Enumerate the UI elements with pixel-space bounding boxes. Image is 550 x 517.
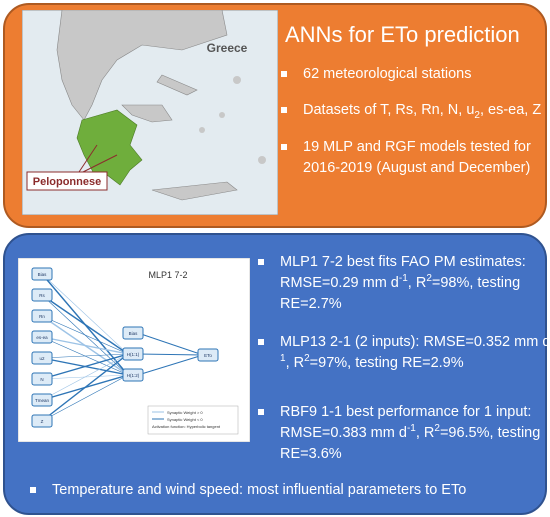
footer: Temperature and wind speed: most influen… <box>30 482 466 498</box>
legend-box <box>147 405 239 435</box>
region-box <box>26 171 108 191</box>
bullet-text: 62 meteorological stations <box>303 66 472 82</box>
bullet-text: RBF9 1-1 best performance for 1 input: R… <box>280 404 532 441</box>
node-label: Bias <box>129 331 139 336</box>
synapse <box>41 294 129 355</box>
node <box>31 330 53 344</box>
island <box>233 76 241 84</box>
bullet-marker <box>281 107 287 113</box>
region-label: Peloponnese <box>33 176 101 188</box>
country-label: Greece <box>207 41 248 55</box>
bullet-marker <box>281 71 287 77</box>
node <box>122 368 144 382</box>
superscript: 2 <box>426 273 432 285</box>
bullet-marker <box>281 144 287 150</box>
node-label: Rn <box>39 314 45 319</box>
node-label: H(1:2) <box>127 373 140 378</box>
pointer <box>76 144 98 176</box>
synapse <box>41 353 129 422</box>
bullet-marker <box>258 259 264 265</box>
node <box>31 351 53 365</box>
superscript: 2 <box>434 423 440 435</box>
superscript: -1 <box>280 353 286 365</box>
synapse <box>137 353 204 356</box>
node <box>31 288 53 302</box>
title: ANNs for ETo prediction <box>285 22 520 47</box>
node-label: Tmean <box>35 398 50 403</box>
synapse <box>41 336 129 355</box>
node <box>31 267 53 281</box>
bullet: RBF9 1-1 best performance for 1 input: R… <box>258 402 550 465</box>
node <box>31 414 53 428</box>
bullet-text: , R <box>285 355 305 371</box>
node <box>31 372 53 386</box>
synapse <box>137 332 204 356</box>
synapse <box>41 353 129 359</box>
superscript: 2 <box>304 353 310 365</box>
bullet-text: =97%, testing RE=2.9% <box>309 355 464 371</box>
bullet-marker <box>30 487 36 493</box>
island <box>199 127 205 133</box>
legend-label: Activation function: Hyperbolic tangent <box>152 424 221 429</box>
bullet-text: Datasets of T, Rs, Rn, N, u <box>303 102 475 118</box>
bullet: Datasets of T, Rs, Rn, N, u2, es-ea, Z <box>281 100 550 121</box>
map: Peloponnese Greece <box>22 10 278 215</box>
bullet: MLP1 7-2 best fits FAO PM estimates: RMS… <box>258 252 550 315</box>
bullet: 19 MLP and RGF models tested for 2016-20… <box>281 137 550 179</box>
bullet-text: =96.5%, testing RE=3.6% <box>280 425 541 462</box>
bullet-text: MLP1 7-2 best fits FAO PM estimates: RMS… <box>280 254 526 291</box>
node-label: ETo <box>204 353 212 358</box>
node-label: N <box>40 377 43 382</box>
node-label: Bias <box>38 272 48 277</box>
island <box>219 112 225 118</box>
node-label: Z <box>41 419 44 424</box>
legend-label: Synaptic Weight < 0 <box>167 417 203 422</box>
node-label: u2 <box>39 356 45 361</box>
synapse <box>41 353 129 401</box>
attica <box>121 104 173 123</box>
node <box>31 393 53 407</box>
mainland <box>56 10 228 121</box>
network-figure: Bias Rs Rn es-ea u2 N Tmean Z Bias H(1:1) H(1:2) ET… <box>18 258 250 442</box>
subscript: 2 <box>474 109 480 121</box>
bullet-marker <box>258 339 264 345</box>
bullet-text: =98%, testing RE=2.7% <box>280 275 521 312</box>
synapse <box>41 374 129 422</box>
synapse <box>41 315 129 355</box>
bullet-text: , R <box>415 425 435 441</box>
node <box>197 348 219 362</box>
crete <box>151 181 238 201</box>
bullet-text: MLP13 2-1 (2 inputs): RMSE=0.352 mm d <box>280 334 550 350</box>
bullet: MLP13 2-1 (2 inputs): RMSE=0.352 mm d -1,… <box>258 332 550 374</box>
legend-label: Synaptic Weight > 0 <box>167 410 203 415</box>
peloponnese <box>76 109 143 189</box>
bullet-text: , R <box>407 275 427 291</box>
superscript: -1 <box>406 423 416 435</box>
synapse <box>41 273 129 355</box>
island <box>258 156 266 164</box>
evia <box>156 74 198 96</box>
node-label: Rs <box>39 293 45 298</box>
bullet-marker <box>258 409 264 415</box>
network-title: MLP1 7-2 <box>148 270 187 280</box>
bullet: 62 meteorological stations <box>281 64 550 85</box>
node-label: es-ea <box>36 335 48 340</box>
node <box>122 347 144 361</box>
node <box>122 326 144 340</box>
bullet-text: , es-ea, Z <box>479 102 542 118</box>
bullet-text: 19 MLP and RGF models tested for 2016-20… <box>303 139 531 176</box>
superscript: -1 <box>398 273 408 285</box>
synapse <box>137 354 204 376</box>
synapse <box>41 353 129 380</box>
footer-text: Temperature and wind speed: most influen… <box>52 482 467 498</box>
node-label: H(1:1) <box>127 352 140 357</box>
node <box>31 309 53 323</box>
